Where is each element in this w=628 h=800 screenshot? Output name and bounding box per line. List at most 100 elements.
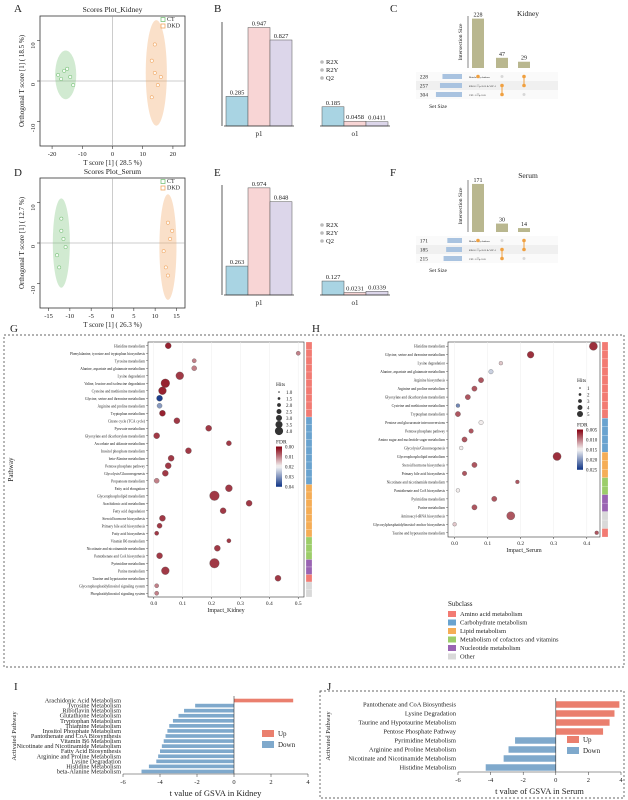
pathway-label: Fatty acid elongation: [115, 487, 146, 491]
colorbar-segment: [276, 454, 282, 457]
legend-label: Carbohydrate metabolism: [460, 620, 527, 627]
pathway-label: Tyrosine metabolism: [115, 359, 145, 363]
subclass-strip: [305, 446, 313, 455]
set-size-bar: [439, 83, 462, 88]
size-legend-marker: [277, 403, 281, 407]
subclass-strip: [305, 454, 313, 463]
legend-swatch: [160, 17, 166, 22]
subclass-strip: [305, 559, 313, 568]
subclass-strip: [601, 452, 609, 461]
pathway-label: Tryptophan Metabolism: [60, 718, 121, 725]
gsva-bar: [160, 749, 234, 754]
pathway-label: Glycolysis/Gluconeogenesis: [104, 472, 146, 476]
legend-label: Metabolism of cofactors and vitamins: [460, 637, 559, 644]
pathway-label: Pentose phosphate pathway: [105, 464, 145, 468]
subclass-strip: [305, 581, 313, 590]
pathway-label: Lysine Degradation: [72, 758, 122, 765]
subclass-strip: [305, 574, 313, 583]
x-tick-label: 15: [173, 313, 180, 320]
subclass-strip: [601, 443, 609, 453]
set-name: KEGG & p<0.05 & VIP>1: [469, 85, 497, 88]
x-axis-label: Set Size: [429, 104, 447, 110]
pathway-label: Glycine, serine and threonine metabolism: [85, 397, 145, 402]
x-tick-label: 2: [269, 779, 272, 786]
pathway-label: Inositol Phosphate Metabolism: [43, 728, 121, 735]
pathway-label: Tryptophan metabolism: [411, 413, 446, 417]
intersection-value: 29: [521, 56, 527, 62]
bar: [365, 121, 389, 127]
x-tick-label: 0.3: [550, 541, 557, 547]
x-tick-label: 0.0: [451, 541, 458, 547]
legend-swatch: [448, 611, 456, 617]
colorbar-segment: [577, 449, 583, 452]
legend-swatch: [448, 636, 456, 643]
size-legend-label: 1.0: [286, 391, 293, 396]
bubble: [219, 507, 227, 514]
matrix-row-bg: [416, 90, 558, 99]
x-tick-label: 20: [170, 151, 177, 158]
pathway-label: Pantothenate and CoA Biosynthesis: [363, 702, 456, 709]
pathway-label: Histidine Metabolism: [399, 765, 456, 772]
bubble: [209, 490, 220, 501]
colorbar-segment: [577, 455, 583, 458]
pathway-label: Lysine degradation: [418, 362, 446, 366]
pathway-label: Riboflavin Metabolism: [62, 708, 121, 715]
subclass-strip: [305, 416, 313, 425]
pathway-label: Steroid hormone biosynthesis: [402, 463, 445, 467]
x-tick-label: -10: [78, 151, 87, 158]
category-label: o1: [352, 299, 360, 307]
subclass-strip: [601, 528, 609, 538]
gsva-bar: [555, 719, 610, 726]
bar-value-label: 0.947: [252, 21, 267, 28]
bubble: [488, 369, 494, 375]
pathway-label: Pyrimidine Metabolism: [394, 738, 456, 745]
color-legend-label: 0.025: [586, 469, 598, 474]
pathway-label: Histidine metabolism: [114, 344, 145, 348]
data-point: [65, 66, 70, 71]
x-tick-label: 0.1: [484, 541, 491, 547]
subclass-strip: [305, 551, 313, 560]
subclass-strip: [305, 356, 313, 365]
colorbar-segment: [577, 435, 583, 438]
legend-swatch: [160, 185, 166, 191]
legend-swatch: [160, 179, 166, 184]
bubble: [459, 445, 464, 451]
colorbar-segment: [276, 462, 282, 465]
pathway-label: Cysteine and methionine metabolism: [92, 389, 146, 393]
gsva-bar: [503, 755, 556, 762]
data-point: [59, 216, 64, 221]
bar: [247, 27, 271, 127]
x-tick-label: 0.1: [179, 601, 186, 607]
subclass-strip: [305, 379, 313, 388]
legend-swatch: [160, 23, 166, 29]
pathway-label: Tryptophan metabolism: [111, 412, 146, 416]
data-point: [166, 273, 170, 278]
pathway-label: Purine metabolism: [118, 569, 145, 573]
pathway-label: Pantothenate and CoA biosynthesis: [94, 554, 145, 558]
legend-swatch: [448, 628, 456, 634]
set-size-value: 228: [420, 75, 429, 81]
bar-value-label: 0.127: [326, 274, 341, 281]
colorbar-segment: [577, 445, 583, 448]
data-point: [170, 228, 175, 233]
pathway-label: Pentose and glucuronate interconversions: [385, 421, 445, 425]
matrix-dot-empty: [476, 84, 480, 87]
bar: [321, 280, 345, 296]
gsva-bar-chart-J: Pantothenate and CoA Biosynthesis Lysine …: [325, 698, 623, 796]
legend-label: Down: [278, 741, 296, 749]
subclass-strip: [305, 499, 313, 508]
intersection-bar: [472, 18, 484, 69]
pathway-label: Glycerophospholipid metabolism: [97, 494, 145, 498]
bubble: [471, 504, 478, 511]
pathway-label: Taurine and Hypotaurine Metabolism: [358, 720, 456, 727]
pathway-label: Inositol phosphate metabolism: [101, 449, 145, 453]
colorbar-segment: [276, 458, 282, 461]
size-legend-marker: [577, 405, 583, 410]
bubble: [245, 500, 253, 507]
legend-label: CT: [167, 17, 175, 23]
color-legend-title: FDR: [276, 440, 287, 446]
pathway-label: Aminoacyl-tRNA biosynthesis: [401, 514, 446, 518]
pathway-label: Valine, leucine and isoleucine degradati…: [84, 382, 145, 387]
colorbar-segment: [577, 453, 583, 456]
